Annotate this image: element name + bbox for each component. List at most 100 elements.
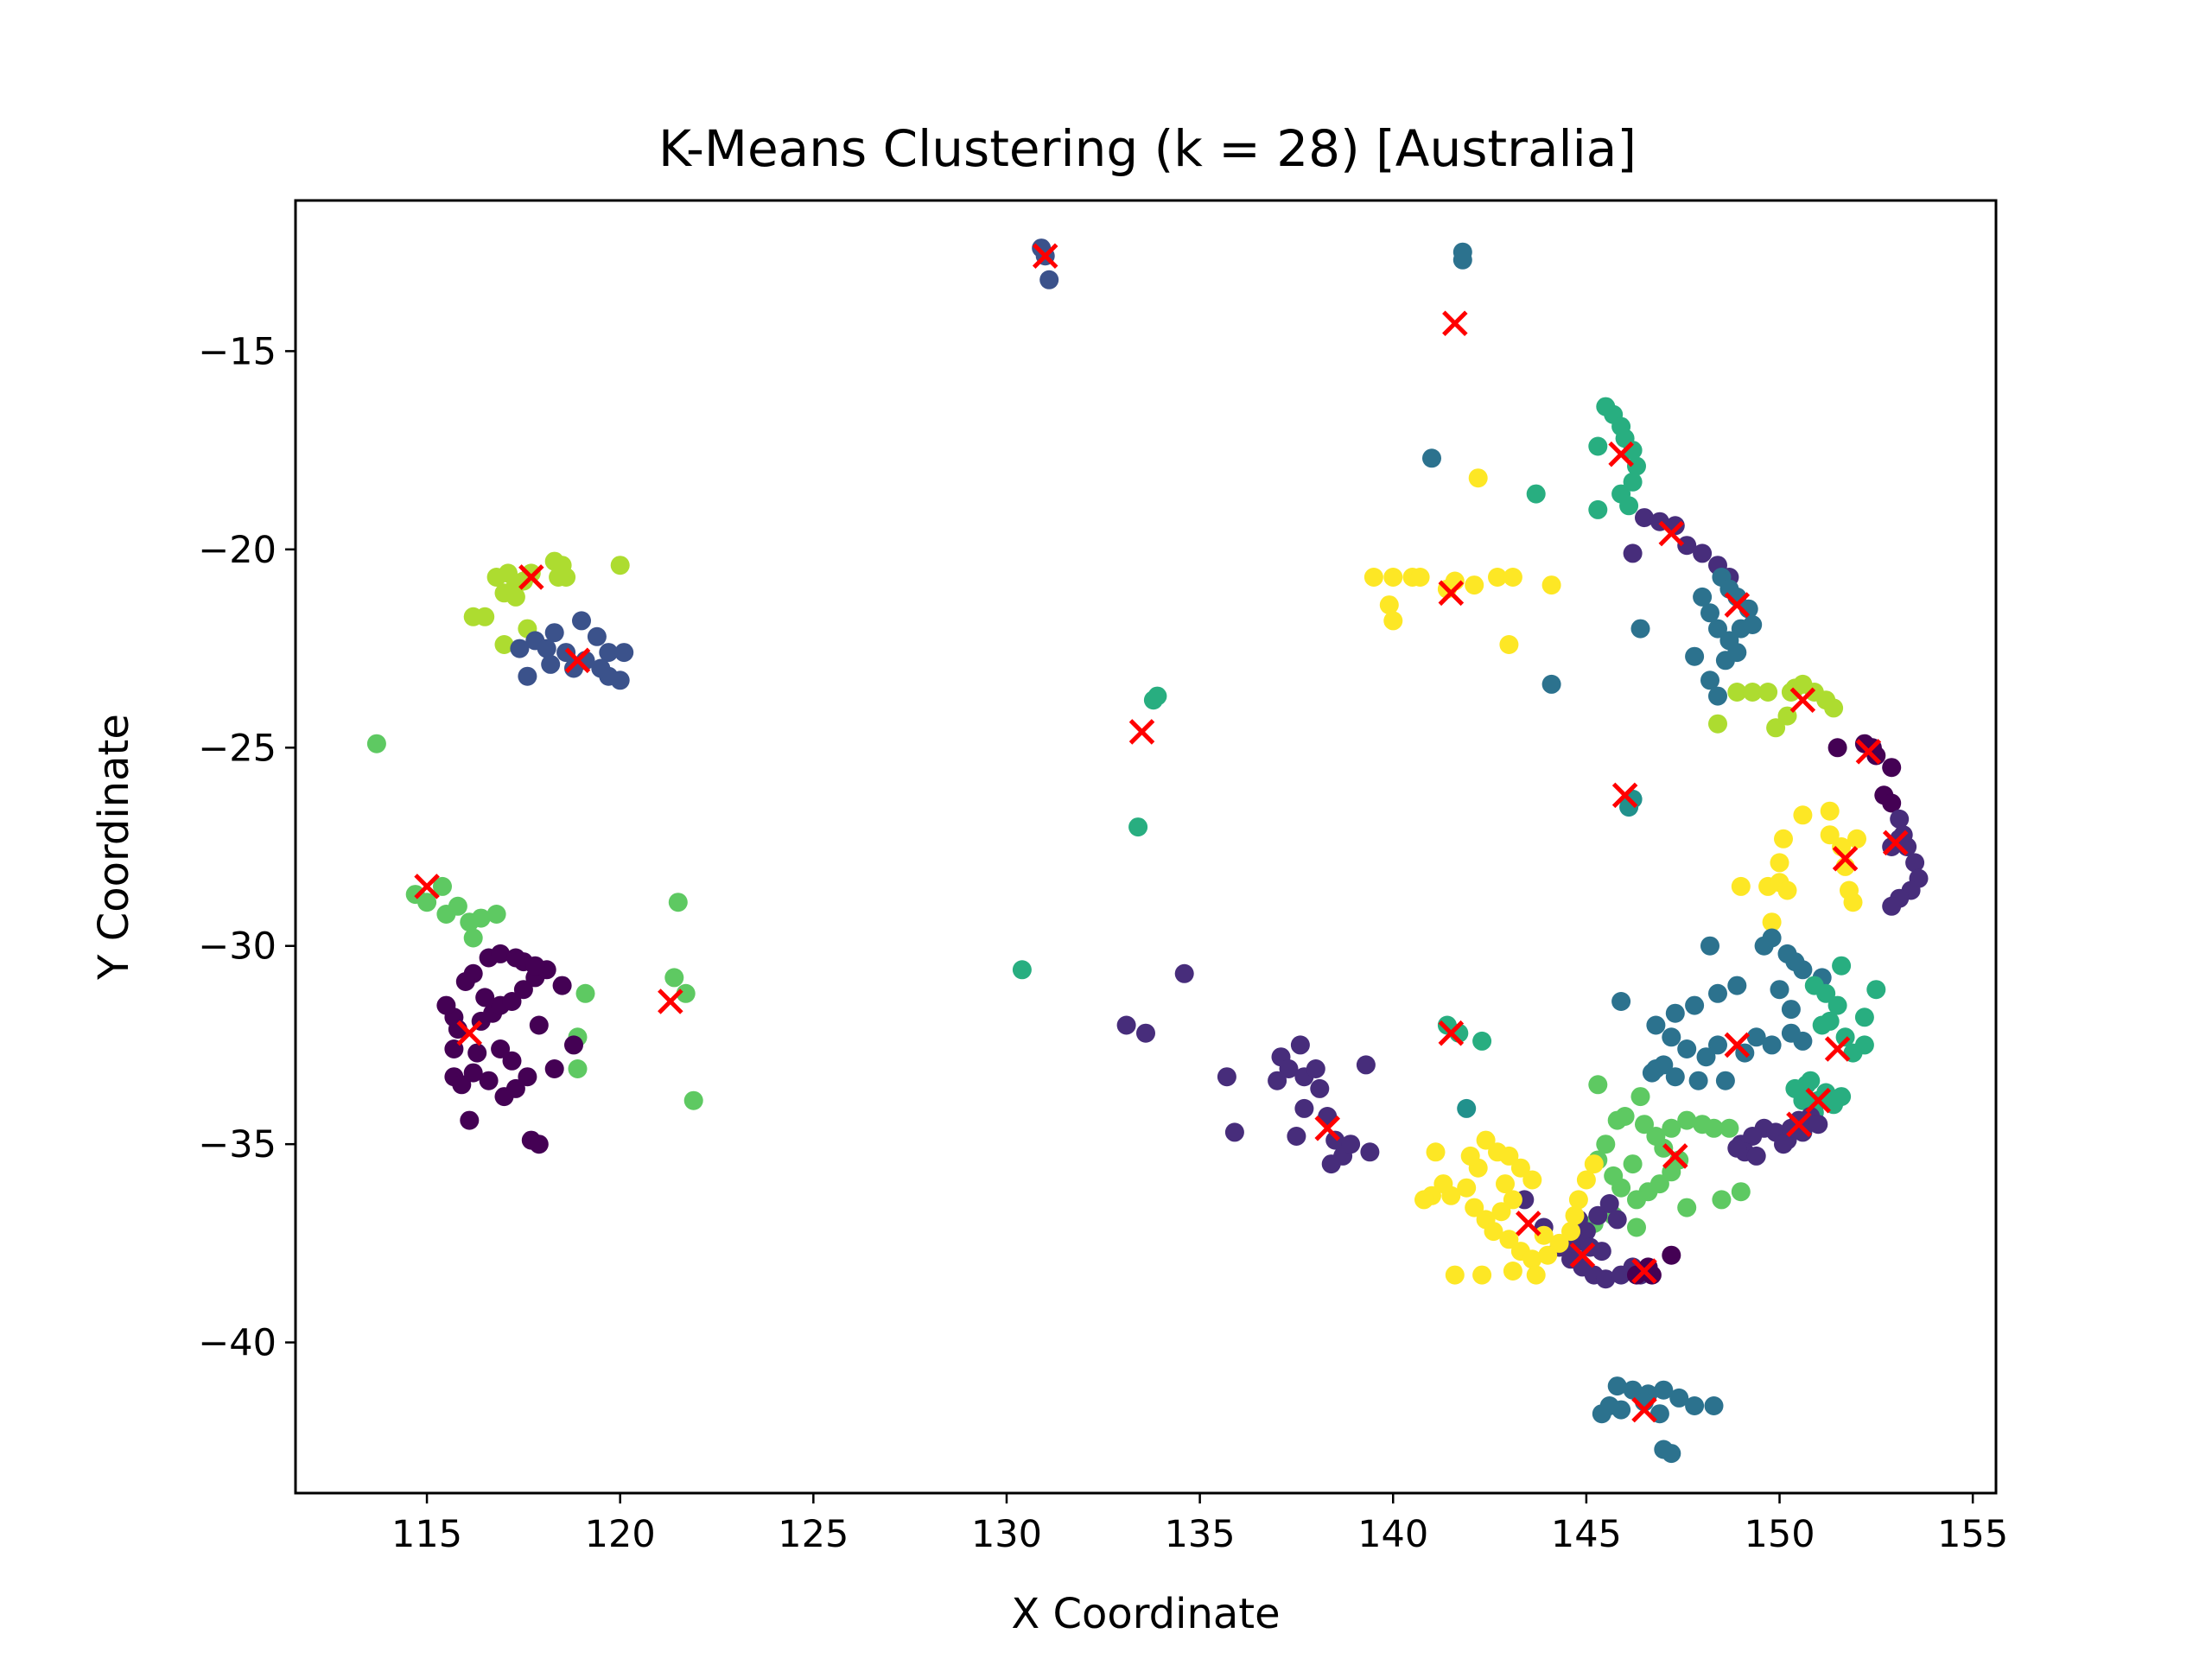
data-point <box>1854 1035 1874 1055</box>
x-tick-label: 115 <box>391 1513 462 1556</box>
data-point <box>1596 1135 1616 1154</box>
data-point <box>1116 1015 1136 1035</box>
data-point <box>479 1071 499 1090</box>
data-point <box>614 643 634 663</box>
data-point <box>491 944 511 963</box>
data-point <box>463 928 483 948</box>
centroid-marker <box>1128 719 1155 745</box>
data-point <box>1565 1205 1585 1225</box>
data-point <box>366 734 386 753</box>
data-point <box>1526 484 1546 504</box>
data-points <box>366 238 1929 1464</box>
data-point <box>1627 456 1646 476</box>
data-point <box>505 948 525 968</box>
data-point <box>1654 1138 1674 1158</box>
data-point <box>1445 1265 1465 1285</box>
data-point <box>1827 738 1847 758</box>
data-point <box>1708 1035 1727 1055</box>
data-point <box>1538 1245 1558 1265</box>
data-point <box>1604 1166 1624 1185</box>
data-point <box>505 587 525 607</box>
data-point <box>544 1059 564 1078</box>
data-point <box>1685 646 1705 666</box>
data-point <box>1383 568 1403 587</box>
data-point <box>1460 1146 1480 1166</box>
data-point <box>1128 817 1148 837</box>
data-point <box>683 1090 703 1110</box>
data-point <box>1499 1146 1519 1166</box>
centroid-marker <box>1631 1396 1657 1423</box>
y-tick-label: −40 <box>198 1322 276 1365</box>
centroid-marker <box>1786 1111 1812 1137</box>
centroid-marker <box>1789 687 1816 713</box>
data-point <box>1623 472 1643 492</box>
data-point <box>1905 853 1925 873</box>
centroid-marker <box>1438 1020 1465 1046</box>
data-point <box>433 876 452 896</box>
data-point <box>467 1043 487 1063</box>
data-point <box>1541 674 1561 694</box>
data-point <box>556 643 576 663</box>
data-point <box>1793 805 1813 825</box>
data-point <box>1708 714 1727 734</box>
data-point <box>1433 1174 1453 1194</box>
data-point <box>1325 1130 1345 1150</box>
data-point <box>1588 1205 1608 1225</box>
data-point <box>1727 976 1747 995</box>
data-point <box>1607 1110 1627 1130</box>
data-point <box>502 1051 522 1071</box>
data-point <box>1623 543 1643 563</box>
data-point <box>1627 1217 1646 1237</box>
data-point <box>1541 575 1561 595</box>
data-point <box>1522 1170 1542 1190</box>
data-point <box>1522 1249 1542 1269</box>
data-point <box>1727 683 1747 702</box>
data-point <box>1646 1015 1666 1035</box>
centroid-marker <box>1569 1242 1596 1268</box>
data-point <box>1426 1142 1446 1162</box>
data-point <box>1766 718 1786 738</box>
data-point <box>1816 983 1836 1003</box>
data-point <box>1635 1115 1654 1135</box>
centroid-marker <box>456 1020 483 1046</box>
data-point <box>502 992 522 1011</box>
centroid-marker <box>1832 845 1859 872</box>
data-point <box>1279 1059 1299 1078</box>
data-point <box>1677 1198 1697 1217</box>
data-point <box>1306 1059 1325 1078</box>
data-point <box>1662 1027 1681 1047</box>
data-point <box>1890 809 1910 829</box>
y-tick-label: −25 <box>198 727 276 770</box>
centroid-marker <box>1631 1258 1657 1284</box>
data-point <box>460 1110 480 1130</box>
data-point <box>1383 611 1403 631</box>
data-point <box>1743 615 1763 634</box>
data-point <box>1630 619 1650 639</box>
data-point <box>1762 928 1782 948</box>
data-point <box>1762 1035 1782 1055</box>
data-point <box>552 976 572 995</box>
data-point <box>541 654 561 674</box>
centroid-marker <box>1724 592 1751 618</box>
y-tick-label: −30 <box>198 925 276 969</box>
data-point <box>1268 1071 1287 1090</box>
data-point <box>1770 980 1789 1000</box>
data-point <box>1746 1027 1766 1047</box>
data-point <box>1561 1222 1580 1242</box>
data-point <box>1832 956 1852 976</box>
centroid-marker <box>1855 739 1882 765</box>
data-point <box>1611 1400 1631 1420</box>
data-point <box>1785 678 1805 698</box>
data-point <box>1452 250 1472 270</box>
data-point <box>1611 992 1631 1011</box>
data-point <box>1321 1154 1341 1174</box>
data-point <box>544 623 564 643</box>
data-point <box>1731 1182 1751 1202</box>
x-tick-label: 145 <box>1551 1513 1622 1556</box>
centroid-marker <box>1724 1032 1751 1058</box>
data-point <box>1635 508 1654 528</box>
data-point <box>1623 1380 1643 1400</box>
data-point <box>1136 1023 1155 1043</box>
x-axis-label: X Coordinate <box>1011 1590 1280 1638</box>
data-point <box>1607 1376 1627 1396</box>
